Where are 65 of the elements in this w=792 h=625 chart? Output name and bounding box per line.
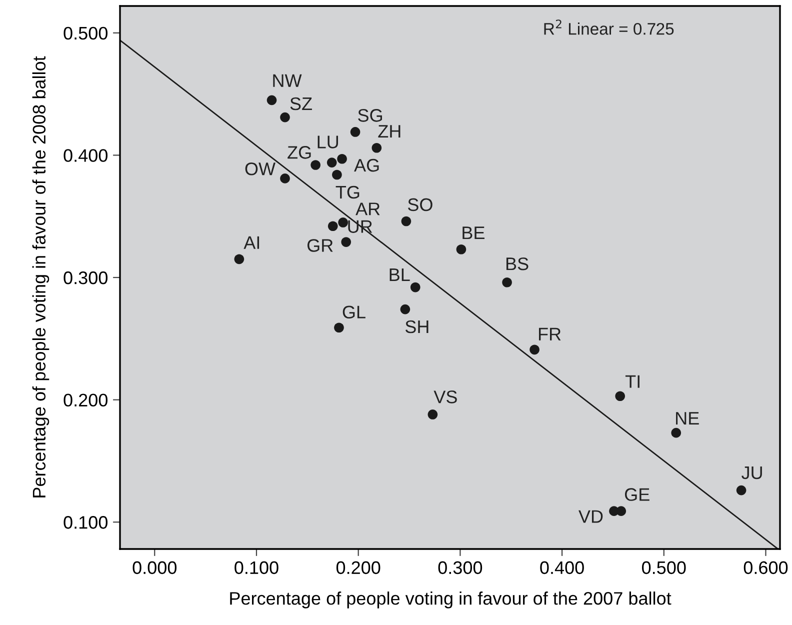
annotation: NE	[676, 412, 699, 424]
annotation: TG	[336, 186, 360, 199]
y-tick-label: 0.500	[64, 26, 108, 40]
point	[502, 277, 512, 288]
x-tick-label: 0.500	[642, 561, 686, 574]
point	[372, 142, 382, 153]
annotation: ZG	[288, 146, 311, 159]
annotation: AG	[354, 158, 379, 172]
annotation: OW	[245, 162, 276, 176]
x-tick-label: 0.300	[438, 561, 482, 574]
x-tick-label: 0.100	[234, 561, 278, 574]
point	[671, 428, 682, 438]
annotation: GR	[307, 239, 333, 252]
annotation: BL	[390, 268, 410, 281]
point	[338, 218, 348, 228]
point	[326, 158, 337, 168]
point	[328, 221, 338, 232]
annotation: TI	[625, 375, 640, 388]
x-tick-label: 0.000	[132, 561, 177, 574]
annotation: AI	[244, 236, 260, 249]
point	[350, 127, 360, 137]
point	[609, 506, 619, 516]
annotation: FR	[538, 328, 561, 340]
point	[334, 322, 344, 333]
annotation: VS	[434, 390, 457, 404]
annotation: SH	[405, 320, 428, 334]
y-tick-label: 0.300	[64, 271, 108, 284]
annotation: SZ	[290, 97, 312, 110]
annotation: LU	[318, 136, 338, 148]
y-tick-label: 0.100	[64, 516, 108, 529]
point	[280, 174, 290, 184]
point	[234, 254, 244, 264]
x-tick-label: 0.400	[540, 561, 584, 574]
x-tick-label: 0.200	[336, 561, 380, 574]
annotation: NW	[273, 74, 302, 87]
point	[428, 410, 438, 420]
point	[332, 170, 342, 180]
annotation: JU	[742, 466, 762, 480]
annotation: BE	[462, 226, 484, 240]
y-tick-label: 0.200	[64, 394, 108, 407]
annotation: GL	[342, 306, 366, 318]
point	[456, 244, 466, 254]
point	[341, 237, 352, 247]
point	[266, 95, 277, 106]
point	[280, 112, 290, 122]
point	[401, 216, 412, 226]
x-tick-label: 0.600	[744, 561, 788, 574]
point	[337, 154, 347, 164]
annotation: SG	[358, 109, 382, 122]
point	[615, 391, 626, 402]
annotation: AR	[356, 202, 380, 216]
y-tick-label: 0.400	[64, 149, 108, 162]
point	[736, 485, 746, 496]
annotation: ZH	[378, 125, 400, 138]
annotation: GE	[624, 488, 650, 501]
x-axis-title: Percentage of people voting in favour of the 2007 ballot	[230, 592, 672, 608]
annotation: VD	[578, 510, 603, 523]
annotation: SO	[408, 198, 432, 212]
annotation: R$^{2}$ Linear = 0.725	[544, 20, 674, 35]
y-axis-title: Percentage of people voting in favour of the 2008 ballot	[32, 56, 50, 498]
point	[410, 282, 420, 292]
point	[310, 160, 320, 170]
point	[400, 304, 410, 314]
point	[530, 344, 540, 355]
annotation: BS	[506, 257, 528, 270]
